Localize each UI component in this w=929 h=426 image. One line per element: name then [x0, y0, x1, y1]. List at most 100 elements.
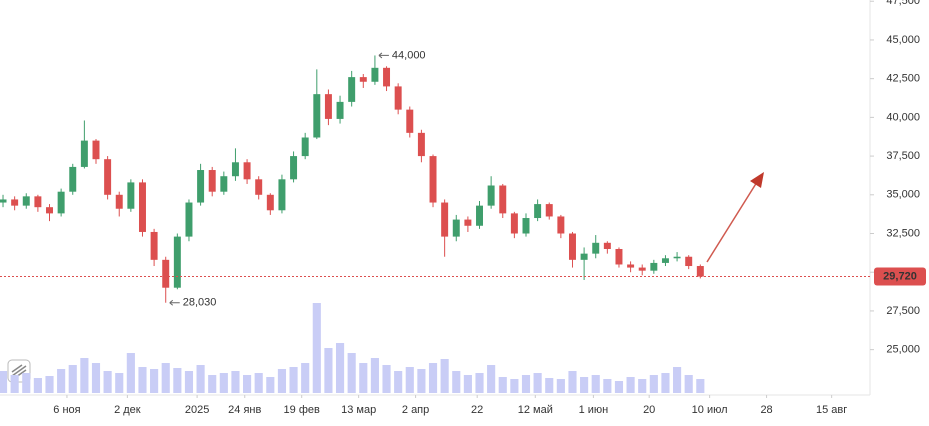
volume-bar — [150, 369, 159, 393]
x-tick-label: 20 — [643, 404, 655, 416]
x-tick-label: 2025 — [185, 404, 209, 416]
candle-body — [534, 204, 542, 219]
candle-body — [150, 231, 158, 260]
volume-bar — [254, 373, 263, 393]
volume-bar — [10, 375, 19, 393]
volume-bar — [556, 379, 565, 393]
volume-bar — [394, 371, 403, 393]
volume-bar — [126, 353, 135, 393]
last-price-box — [874, 267, 926, 286]
volume-bar — [638, 379, 647, 393]
candle-body — [464, 219, 472, 226]
y-tick-label: 45,000 — [886, 34, 920, 46]
volume-bar — [208, 375, 217, 393]
candle-body — [278, 179, 286, 211]
volume-bar — [161, 363, 170, 393]
volume-bar — [138, 367, 147, 393]
volume-bar — [45, 376, 54, 393]
candle-body — [487, 185, 495, 206]
candle-body — [359, 77, 367, 82]
y-tick-label: 25,000 — [886, 344, 920, 356]
volume-bar — [335, 343, 345, 393]
volume-bar — [440, 359, 449, 393]
candle-body — [80, 140, 88, 167]
x-tick-label: 1 июн — [579, 404, 609, 416]
candle-body — [220, 176, 228, 192]
candle-body — [522, 218, 530, 234]
y-tick-label: 42,500 — [886, 73, 920, 85]
candle-body — [650, 262, 658, 271]
volume-bar — [289, 367, 298, 393]
x-tick-label: 13 мар — [341, 404, 376, 416]
candle-body — [568, 233, 576, 260]
candle-body — [185, 202, 193, 237]
candle-body — [603, 242, 611, 249]
volume-bar — [359, 363, 368, 393]
volume-bar — [115, 373, 124, 393]
y-tick-label: 35,000 — [886, 189, 920, 201]
volume-bar — [521, 375, 531, 393]
volume-bar — [347, 353, 356, 393]
annotation-arrow — [378, 52, 389, 59]
volume-bar — [68, 365, 77, 393]
volume-bar — [626, 377, 635, 393]
candle-body — [615, 248, 623, 265]
candle-body — [510, 213, 518, 234]
volume-bar — [219, 373, 228, 393]
candle-body — [545, 204, 553, 217]
volume-bar — [231, 371, 240, 393]
y-tick-label: 37,500 — [886, 150, 920, 162]
x-tick-label: 12 май — [518, 404, 553, 416]
volume-bar — [580, 377, 589, 393]
candle-body — [696, 266, 704, 277]
candle-body — [580, 253, 588, 260]
last-price-label: 29,720 — [883, 270, 917, 282]
volume-bar — [661, 373, 670, 393]
volume-bar — [533, 373, 542, 393]
candle-body — [127, 182, 135, 209]
candle-body — [255, 179, 263, 195]
volume-bar — [684, 375, 693, 393]
candle-body — [348, 77, 356, 102]
volume-bar — [452, 371, 461, 393]
candle-body — [661, 258, 669, 263]
candle-body — [557, 216, 565, 234]
candle-body — [57, 191, 65, 214]
candle-body — [441, 202, 449, 237]
volume-bar — [649, 375, 658, 393]
candle-body — [417, 132, 425, 157]
candle-body — [685, 256, 693, 267]
candle-body — [324, 94, 332, 119]
candle-body — [476, 205, 483, 226]
candle-body — [115, 194, 123, 209]
volume-bar — [405, 367, 414, 393]
volume-bar — [57, 369, 66, 393]
x-tick-label: 22 — [471, 404, 483, 416]
volume-bar — [370, 358, 379, 393]
annotation-label: 28,030 — [183, 297, 217, 309]
candle-body — [197, 170, 205, 203]
volume-bar — [301, 363, 310, 393]
volume-bar — [673, 367, 682, 393]
volume-bar — [510, 379, 519, 393]
volume-bar — [603, 379, 612, 393]
volume-bar — [22, 373, 31, 393]
candle-body — [208, 170, 216, 192]
volume-bar — [103, 371, 112, 393]
volume-bar — [487, 365, 496, 393]
volume-bar — [463, 375, 472, 393]
volume-bar — [0, 371, 8, 393]
x-tick-label: 6 ноя — [53, 404, 80, 416]
candle-body — [452, 219, 460, 237]
candle-body — [301, 137, 309, 157]
y-tick-label: 27,500 — [886, 305, 920, 317]
x-tick-label: 10 июл — [692, 404, 728, 416]
candle-body — [11, 199, 19, 206]
volume-bar — [475, 373, 484, 393]
candle-body — [638, 267, 646, 271]
annotation-arrow — [169, 299, 180, 306]
candle-body — [46, 207, 53, 214]
candle-body — [383, 67, 391, 87]
x-tick-label: 24 янв — [228, 404, 261, 416]
